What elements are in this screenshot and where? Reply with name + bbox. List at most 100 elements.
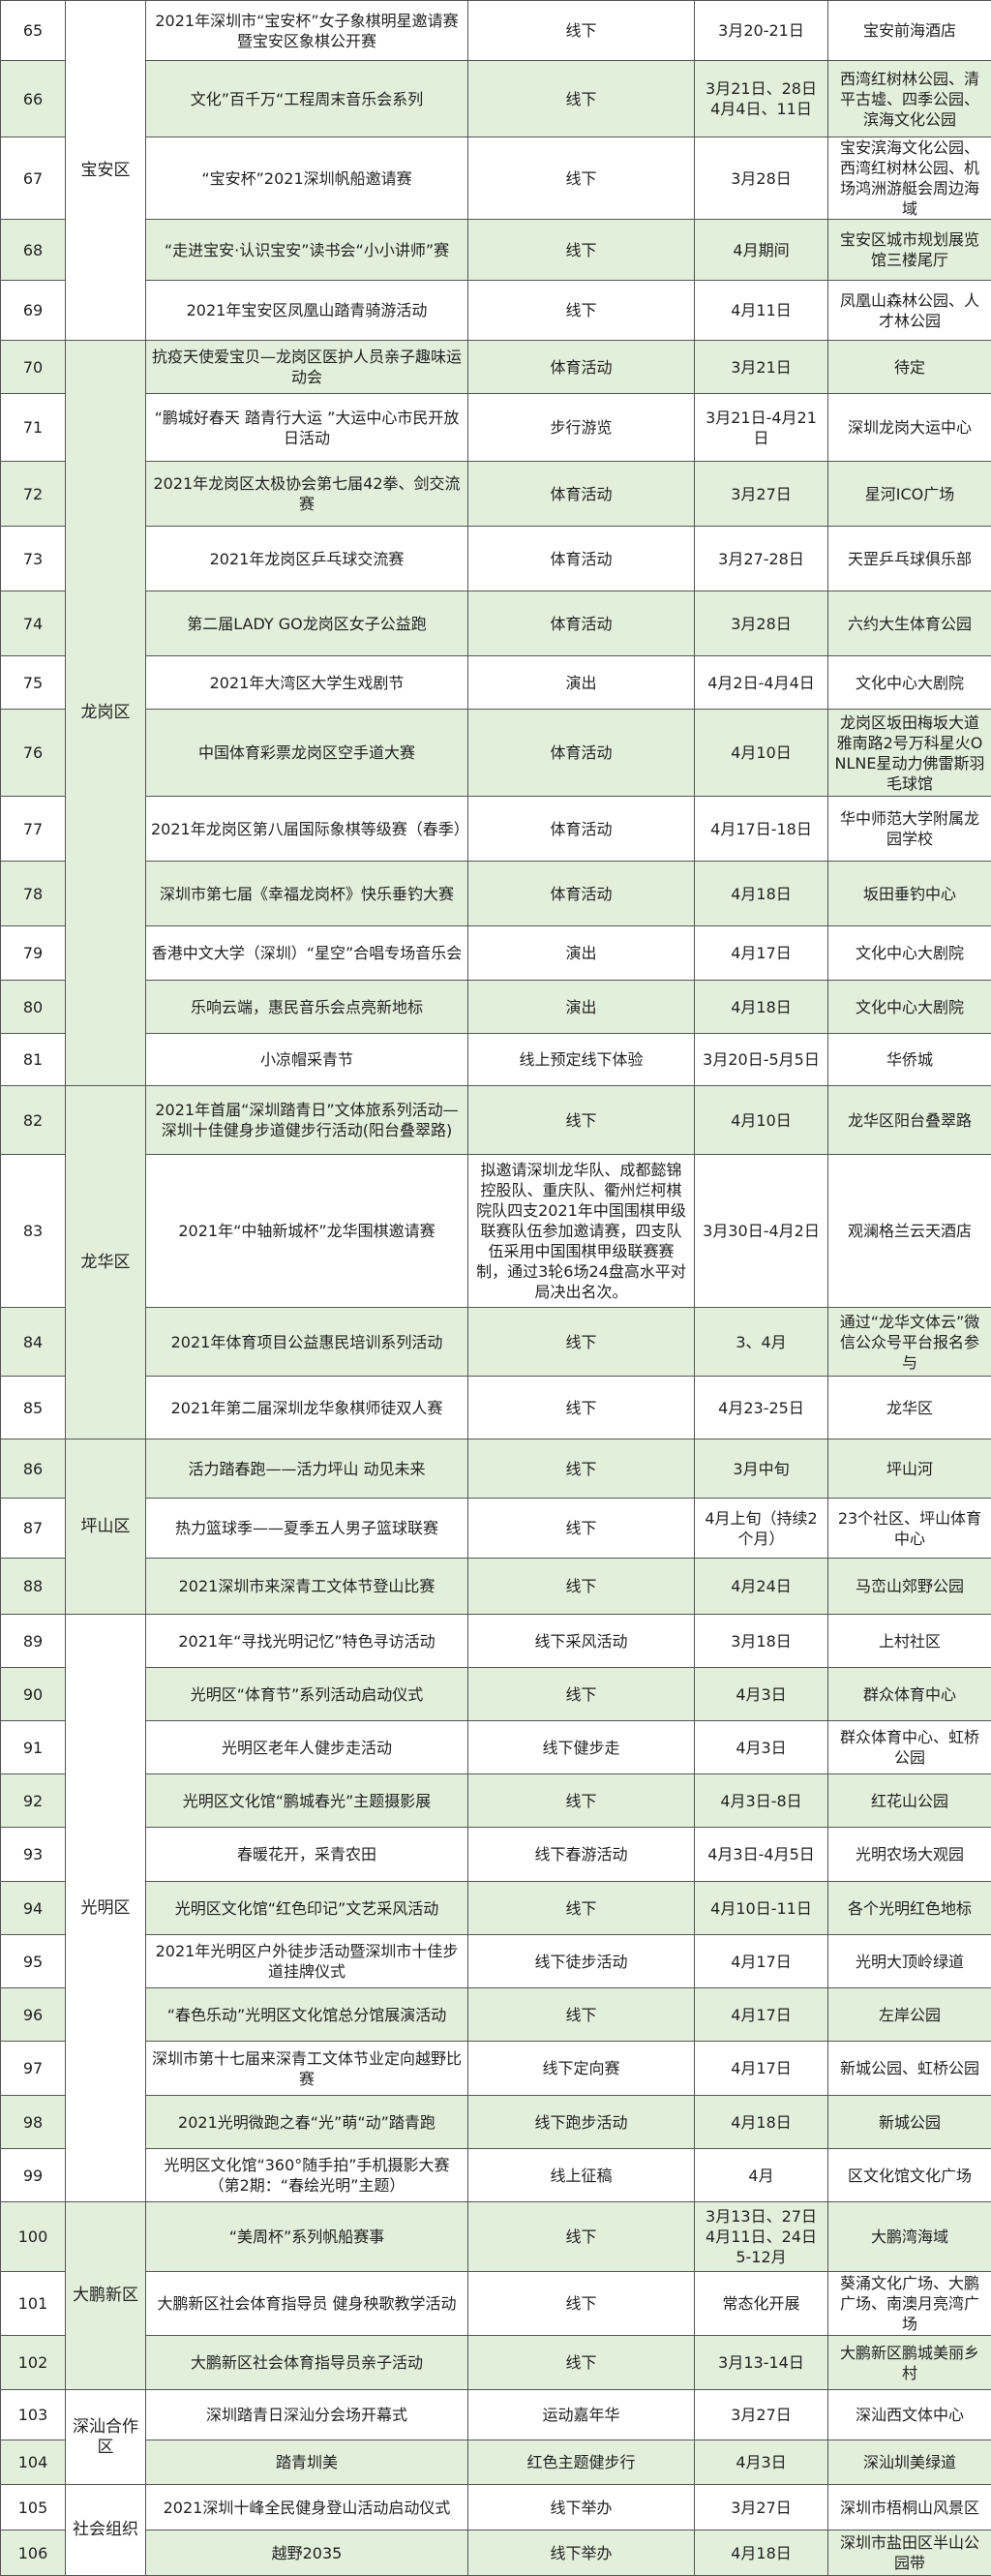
activity-place: 六约大生体育公园 — [828, 591, 991, 656]
activity-name: “走进宝安·认识宝安”读书会“小小讲师”赛 — [146, 220, 468, 281]
activity-form: 拟邀请深圳龙华队、成都懿锦控股队、重庆队、衢州烂柯棋院队四支2021年中国围棋甲… — [468, 1155, 695, 1308]
activity-name: 文化”百千万“工程周末音乐会系列 — [146, 61, 468, 137]
region-cell: 坪山区 — [66, 1440, 146, 1615]
activity-date: 3月27日 — [695, 2485, 828, 2531]
activity-date: 4月24日 — [695, 1559, 828, 1615]
activity-place: 文化中心大剧院 — [828, 656, 991, 710]
activity-name: 光明区文化馆“360°随手拍”手机摄影大赛（第2期：“春绘光明”主题） — [146, 2149, 468, 2202]
row-number: 69 — [1, 281, 66, 341]
row-number: 88 — [1, 1559, 66, 1615]
activity-form: 线下 — [468, 1308, 695, 1377]
region-cell: 龙岗区 — [66, 341, 146, 1086]
activity-name: 2021深圳市来深青工文体节登山比赛 — [146, 1559, 468, 1615]
activity-name: 2021年大湾区大学生戏剧节 — [146, 656, 468, 710]
row-number: 98 — [1, 2096, 66, 2149]
activity-date: 4月3日 — [695, 1721, 828, 1774]
activity-form: 线下 — [468, 61, 695, 137]
activity-form: 线下徒步活动 — [468, 1935, 695, 1988]
activity-form: 体育活动 — [468, 462, 695, 527]
activity-name: 2021光明微跑之春“光”萌“动”踏青跑 — [146, 2096, 468, 2149]
activity-form: 线下 — [468, 1377, 695, 1440]
activity-form: 线下举办 — [468, 2531, 695, 2576]
activity-place: 群众体育中心 — [828, 1668, 991, 1721]
activity-place: 宝安前海酒店 — [828, 1, 991, 61]
activity-form: 线下 — [468, 281, 695, 341]
activity-name: 光明区“体育节”系列活动启动仪式 — [146, 1668, 468, 1721]
row-number: 70 — [1, 341, 66, 394]
row-number: 103 — [1, 2390, 66, 2440]
activity-form: 线下举办 — [468, 2485, 695, 2531]
row-number: 96 — [1, 1988, 66, 2042]
activity-date: 3月27日 — [695, 462, 828, 527]
activity-date: 3月中旬 — [695, 1440, 828, 1499]
row-number: 100 — [1, 2202, 66, 2272]
activity-name: 2021年龙岗区太极协会第七届42拳、剑交流赛 — [146, 462, 468, 527]
activity-place: 深汕圳美绿道 — [828, 2440, 991, 2485]
activity-name: 中国体育彩票龙岗区空手道大赛 — [146, 710, 468, 797]
activity-place: 上村社区 — [828, 1615, 991, 1668]
activity-form: 体育活动 — [468, 341, 695, 394]
activity-form: 线下 — [468, 1559, 695, 1615]
activity-place: 红花山公园 — [828, 1774, 991, 1828]
activity-date: 3月20-21日 — [695, 1, 828, 61]
activity-place: 龙华区阳台叠翠路 — [828, 1086, 991, 1155]
activity-place: 宝安滨海文化公园、西湾红树林公园、机场鸿洲游艇会周边海域 — [828, 137, 991, 220]
activity-place: 龙华区 — [828, 1377, 991, 1440]
activity-name: 小凉帽采青节 — [146, 1034, 468, 1086]
activity-form: 线下 — [468, 220, 695, 281]
activity-place: 龙岗区坂田梅坂大道雅南路2号万科星火ONLNE星动力佛雷斯羽毛球馆 — [828, 710, 991, 797]
activity-place: 深汕西文体中心 — [828, 2390, 991, 2440]
activity-date: 3月27日 — [695, 2390, 828, 2440]
activity-form: 演出 — [468, 981, 695, 1034]
activity-name: 大鹏新区社会体育指导员 健身秧歌教学活动 — [146, 2272, 468, 2336]
row-number: 74 — [1, 591, 66, 656]
region-cell: 大鹏新区 — [66, 2202, 146, 2390]
activity-date: 4月10日 — [695, 710, 828, 797]
activity-place: 光明农场大观园 — [828, 1828, 991, 1882]
row-number: 106 — [1, 2531, 66, 2576]
activity-place: 深圳市盐田区半山公园带 — [828, 2531, 991, 2576]
activity-form: 线上征稿 — [468, 2149, 695, 2202]
activity-name: “鹏城好春天 踏青行大运 ”大运中心市民开放日活动 — [146, 394, 468, 462]
activity-date: 4月3日-8日 — [695, 1774, 828, 1828]
activity-date: 3月30日-4月2日 — [695, 1155, 828, 1308]
activity-form: 线下 — [468, 1882, 695, 1935]
region-cell: 社会组织 — [66, 2485, 146, 2576]
row-number: 82 — [1, 1086, 66, 1155]
activity-form: 线下春游活动 — [468, 1828, 695, 1882]
activity-place: 深圳市梧桐山风景区 — [828, 2485, 991, 2531]
activity-name: 2021年体育项目公益惠民培训系列活动 — [146, 1308, 468, 1377]
activity-date: 4月17日-18日 — [695, 797, 828, 862]
row-number: 67 — [1, 137, 66, 220]
activity-place: 文化中心大剧院 — [828, 981, 991, 1034]
activity-date: 4月10日 — [695, 1086, 828, 1155]
activity-name: 热力篮球季——夏季五人男子篮球联赛 — [146, 1499, 468, 1559]
activity-date: 4月2日-4月4日 — [695, 656, 828, 710]
activity-place: 文化中心大剧院 — [828, 926, 991, 981]
row-number: 66 — [1, 61, 66, 137]
activity-name: 2021年“寻找光明记忆”特色寻访活动 — [146, 1615, 468, 1668]
activity-place: 通过“龙华文体云”微信公众号平台报名参与 — [828, 1308, 991, 1377]
row-number: 87 — [1, 1499, 66, 1559]
activity-date: 3月18日 — [695, 1615, 828, 1668]
activity-form: 线下 — [468, 137, 695, 220]
activity-form: 体育活动 — [468, 862, 695, 926]
